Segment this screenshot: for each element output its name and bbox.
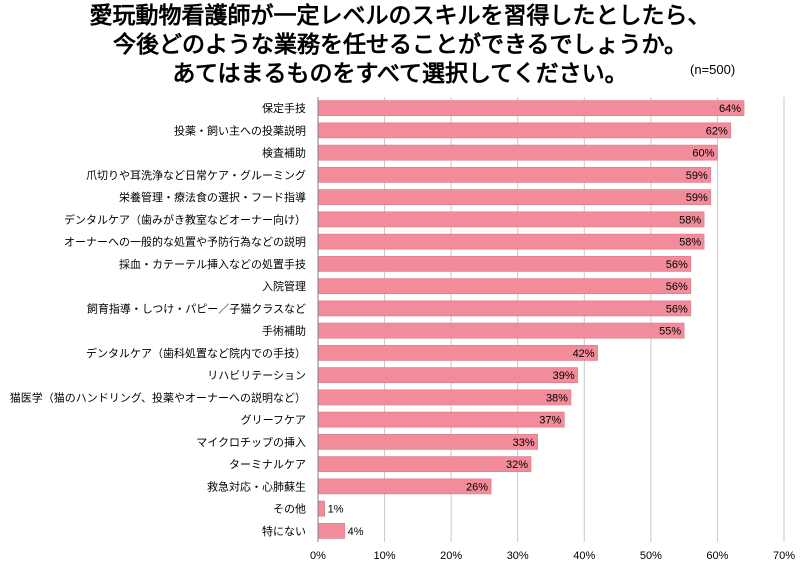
bar [317, 523, 345, 539]
value-label: 26% [466, 481, 488, 493]
x-tick-label: 70% [773, 550, 795, 562]
bar [317, 122, 732, 139]
sample-size-note: (n=500) [690, 62, 736, 77]
bar [317, 256, 692, 272]
bar [317, 389, 572, 406]
value-label: 62% [706, 125, 728, 137]
category-label: 栄養管理・療法食の選択・フード指導 [119, 190, 306, 204]
value-label: 37% [539, 415, 561, 427]
bar [317, 434, 538, 450]
x-tick-label: 60% [706, 550, 728, 562]
value-label: 55% [659, 326, 681, 338]
category-label: デンタルケア（歯科処置など院内での手技） [86, 346, 306, 360]
bar [317, 144, 718, 161]
value-label: 58% [679, 237, 701, 249]
category-label: 特にない [262, 524, 306, 538]
category-label: ターミナルケア [229, 458, 306, 471]
category-label: 入院管理 [262, 279, 306, 293]
x-tick-label: 10% [374, 550, 396, 562]
value-label: 56% [666, 303, 688, 315]
bar [317, 167, 712, 183]
bar [317, 189, 712, 205]
chart-title: 愛玩動物看護師が一定レベルのスキルを習得したとしたら、 今後どのような業務を任せ… [0, 2, 800, 89]
category-label: 検査補助 [262, 146, 306, 160]
x-tick-label: 40% [573, 550, 595, 562]
bar [317, 500, 325, 517]
bar [317, 233, 705, 250]
value-label: 38% [546, 392, 568, 404]
category-label: リハビリテーション [207, 369, 306, 382]
category-label: その他 [273, 503, 306, 516]
value-label: 4% [348, 526, 364, 538]
x-tick-label: 20% [440, 550, 462, 562]
bar [317, 211, 705, 228]
category-label: マイクロチップの挿入 [196, 435, 306, 449]
bar [317, 300, 692, 317]
category-label: 救急対応・心肺蘇生 [207, 479, 306, 493]
value-label: 42% [573, 348, 595, 360]
category-label: 爪切りや耳洗浄など日常ケア・グルーミング [86, 168, 306, 182]
value-label: 60% [692, 148, 714, 160]
bar [317, 322, 685, 339]
category-label: デンタルケア（歯みがき教室などオーナー向け） [64, 212, 306, 226]
value-label: 56% [666, 281, 688, 293]
bar [317, 345, 598, 361]
x-tick-label: 30% [507, 550, 529, 562]
bar [317, 100, 745, 116]
value-label: 39% [553, 370, 575, 382]
x-tick-label: 50% [640, 550, 662, 562]
category-label: 猫医学（猫のハンドリング、投薬やオーナーへの説明など） [10, 390, 306, 404]
value-label: 59% [686, 170, 708, 182]
category-label: グリーフケア [241, 413, 306, 427]
bar [317, 367, 578, 383]
title-line-2: 今後どのような業務を任せることができるでしょうか。 [112, 32, 688, 58]
value-label: 58% [679, 214, 701, 226]
category-label: 投薬・飼い主への投薬説明 [174, 123, 306, 137]
category-label: オーナーへの一般的な処置や予防行為などの説明 [64, 235, 306, 249]
value-label: 56% [666, 259, 688, 271]
x-tick-label: 0% [310, 550, 326, 562]
bar [317, 411, 565, 428]
category-label: 採血・カテーテル挿入などの処置手技 [119, 257, 306, 271]
bar [317, 456, 532, 472]
bar [317, 278, 692, 294]
category-label: 飼育指導・しつけ・パピー／子猫クラスなど [87, 301, 306, 315]
value-label: 64% [719, 103, 741, 115]
value-label: 59% [686, 192, 708, 204]
title-line-1: 愛玩動物看護師が一定レベルのスキルを習得したとしたら、 [89, 3, 711, 29]
value-label: 33% [513, 437, 535, 449]
category-label: 保定手技 [262, 101, 306, 115]
category-label: 手術補助 [262, 324, 306, 338]
title-line-3: あてはまるものをすべて選択してください。 [172, 61, 628, 87]
value-label: 32% [506, 459, 528, 471]
value-label: 1% [328, 504, 344, 516]
